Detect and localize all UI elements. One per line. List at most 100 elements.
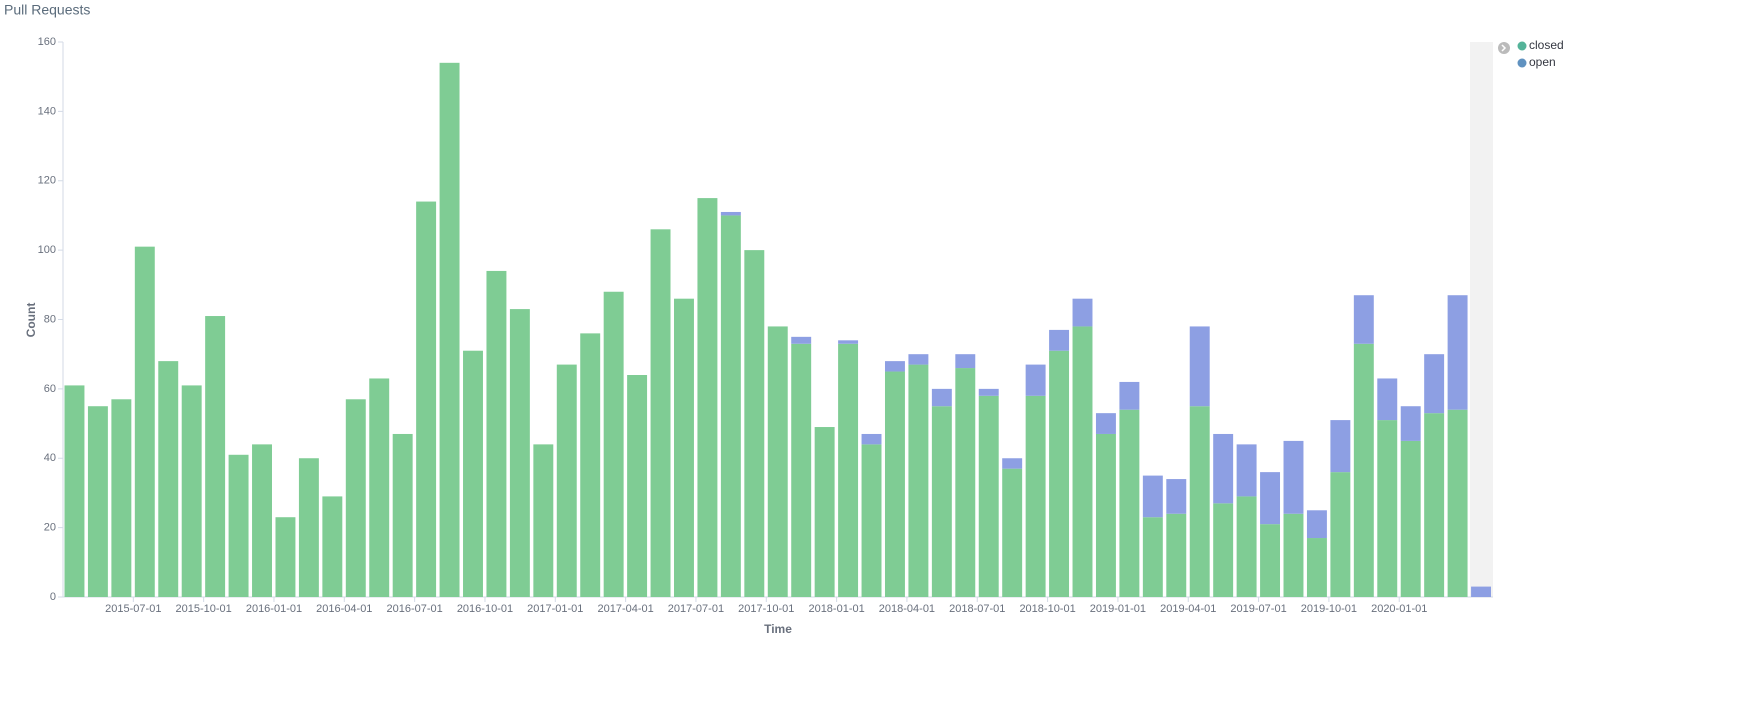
bar-segment: [322, 496, 343, 597]
legend-toggle-icon: [1501, 44, 1507, 52]
y-tick-label: 120: [38, 175, 56, 187]
bar-segment: [931, 406, 952, 597]
bar-segment: [345, 399, 366, 597]
bar-segment: [158, 361, 179, 597]
y-tick-label: 20: [44, 522, 56, 534]
x-tick-label: 2018-07-01: [949, 603, 1005, 615]
bar-segment: [111, 399, 132, 597]
x-tick-label: 2015-07-01: [105, 603, 161, 615]
x-tick-label: 2019-01-01: [1090, 603, 1146, 615]
x-tick-label: 2017-10-01: [738, 603, 794, 615]
bar-segment: [1283, 513, 1304, 597]
legend-swatch: [1517, 41, 1527, 51]
bar-segment: [627, 375, 648, 597]
bar-segment: [1447, 409, 1468, 597]
bar-segment: [1213, 503, 1234, 597]
bar-segment: [509, 309, 530, 597]
bar-segment: [87, 406, 108, 597]
bar-segment: [1002, 458, 1023, 469]
bar-segment: [1236, 496, 1257, 597]
bar-segment: [416, 201, 437, 597]
bar-segment: [580, 333, 601, 597]
bar-segment: [64, 385, 85, 597]
bar-segment: [1424, 413, 1445, 597]
bar-segment: [908, 364, 929, 597]
x-tick-label: 2016-01-01: [246, 603, 302, 615]
bar-segment: [228, 454, 249, 597]
bar-segment: [767, 326, 788, 597]
bar-segment: [1049, 329, 1070, 351]
bar-segment: [1166, 513, 1187, 597]
legend-label[interactable]: closed: [1529, 38, 1564, 52]
x-tick-label: 2016-07-01: [386, 603, 442, 615]
bar-segment: [720, 211, 741, 216]
bar-segment: [814, 427, 835, 597]
bar-segment: [1260, 524, 1281, 597]
bar-segment: [603, 291, 624, 597]
bar-segment: [1119, 409, 1140, 597]
bar-segment: [838, 343, 859, 597]
bar-segment: [884, 371, 905, 597]
bar-segment: [1400, 406, 1421, 441]
bar-segment: [181, 385, 202, 597]
bar-segment: [1072, 298, 1093, 327]
bar-segment: [1353, 343, 1374, 597]
partial-bucket: [1470, 42, 1493, 597]
bar-segment: [931, 388, 952, 407]
bar-segment: [392, 433, 413, 597]
bar-segment: [1260, 472, 1281, 525]
bar-segment: [1330, 420, 1351, 473]
legend-label[interactable]: open: [1529, 55, 1556, 69]
bar-segment: [1002, 468, 1023, 597]
bar-segment: [1166, 479, 1187, 514]
y-tick-label: 0: [50, 591, 56, 603]
bar-segment: [369, 378, 390, 597]
bar-segment: [744, 250, 765, 597]
x-tick-label: 2016-04-01: [316, 603, 372, 615]
bar-segment: [674, 298, 694, 597]
bar-segment: [533, 444, 554, 597]
bar-segment: [1330, 472, 1351, 597]
bar-segment: [650, 229, 671, 597]
legend-swatch: [1517, 58, 1527, 68]
bar-segment: [1447, 295, 1468, 410]
x-axis-label: Time: [764, 622, 792, 636]
bar-segment: [1095, 433, 1116, 597]
bar-segment: [1471, 586, 1491, 597]
y-tick-label: 140: [38, 105, 56, 117]
x-tick-label: 2016-10-01: [457, 603, 513, 615]
bar-segment: [205, 316, 226, 597]
bar-segment: [1400, 440, 1421, 597]
bar-segment: [1025, 364, 1046, 396]
bar-segment: [955, 368, 976, 597]
y-tick-label: 60: [44, 383, 56, 395]
bar-segment: [697, 198, 718, 597]
bar-segment: [1049, 350, 1070, 597]
bar-segment: [298, 458, 319, 597]
bar-segment: [486, 270, 507, 597]
x-tick-label: 2018-10-01: [1019, 603, 1075, 615]
y-tick-label: 80: [44, 313, 56, 325]
chart-title: Pull Requests: [4, 2, 90, 18]
bar-segment: [1377, 420, 1398, 597]
bar-segment: [1025, 395, 1046, 597]
bar-segment: [791, 336, 812, 344]
bar-segment: [1142, 475, 1163, 518]
bar-segment: [1072, 326, 1093, 597]
bar-segment: [720, 215, 741, 597]
x-tick-label: 2017-07-01: [668, 603, 724, 615]
bar-segment: [463, 350, 483, 597]
bar-segment: [1213, 433, 1234, 504]
bar-segment: [884, 361, 905, 372]
x-tick-label: 2018-04-01: [879, 603, 935, 615]
bar-segment: [275, 517, 296, 597]
x-tick-label: 2017-04-01: [597, 603, 653, 615]
bar-segment: [556, 364, 577, 597]
bar-segment: [1424, 354, 1445, 414]
bar-segment: [1306, 538, 1327, 597]
bar-segment: [252, 444, 272, 597]
bar-segment: [1189, 326, 1210, 407]
bar-segment: [1236, 444, 1257, 497]
